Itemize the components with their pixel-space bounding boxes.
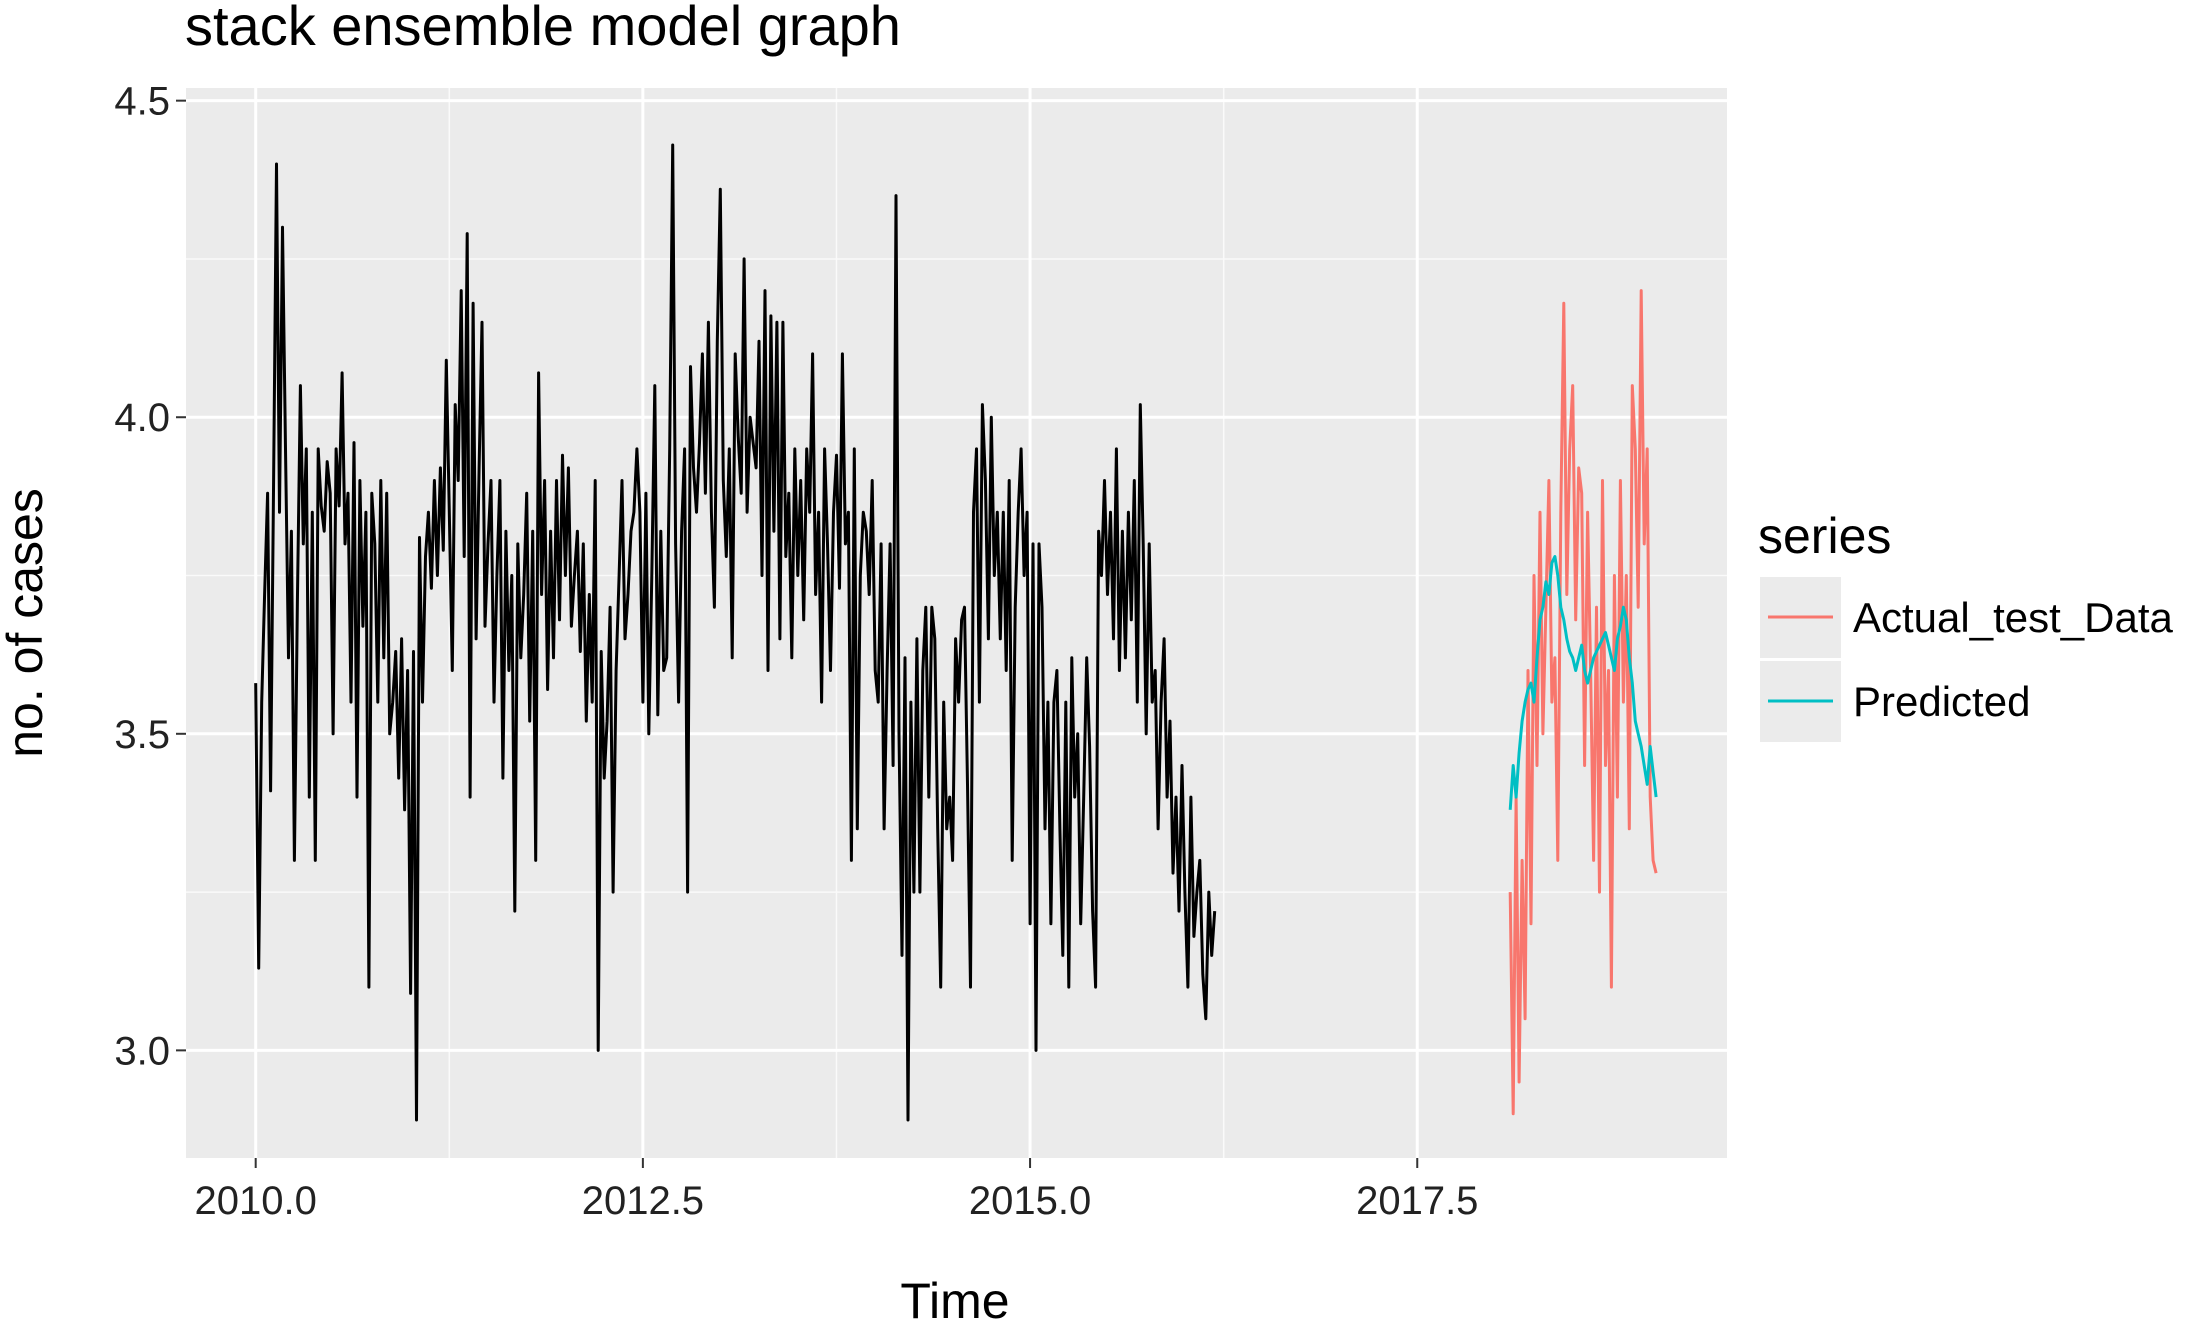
x-tick-label: 2015.0: [969, 1179, 1091, 1223]
x-tick-label: 2010.0: [195, 1179, 317, 1223]
legend-label-actual: Actual_test_Data: [1853, 594, 2174, 641]
chart-title: stack ensemble model graph: [185, 0, 901, 57]
x-axis-title: Time: [900, 1273, 1009, 1324]
legend-title: series: [1758, 508, 1891, 564]
legend-label-predicted: Predicted: [1853, 678, 2030, 725]
x-tick-label: 2017.5: [1356, 1179, 1478, 1223]
y-tick-label: 4.5: [114, 80, 170, 124]
series-line-predicted: [1508, 555, 1658, 810]
series-line-actual-test-data: [1508, 289, 1658, 1116]
x-axis: 2010.0 2012.5 2015.0 2017.5: [195, 1158, 1478, 1223]
y-tick-label: 4.0: [114, 396, 170, 440]
y-axis-title: no. of cases: [0, 488, 53, 758]
series-lines: [254, 143, 1658, 1122]
legend: series Actual_test_Data Predicted: [1758, 508, 2174, 742]
series-line-observed: [254, 143, 1217, 1122]
y-tick-label: 3.5: [114, 713, 170, 757]
plot-panel: [186, 88, 1727, 1158]
x-tick-label: 2012.5: [582, 1179, 704, 1223]
y-axis: 3.0 3.5 4.0 4.5: [114, 80, 186, 1073]
grid: [186, 88, 1727, 1158]
y-tick-label: 3.0: [114, 1029, 170, 1073]
